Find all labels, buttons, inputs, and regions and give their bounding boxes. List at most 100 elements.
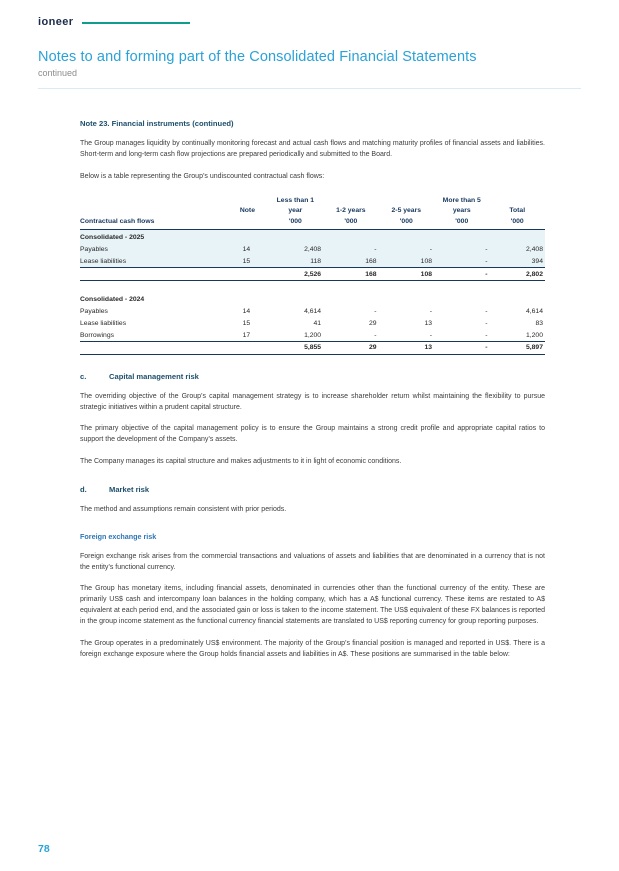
cell-value: - bbox=[374, 331, 377, 339]
total-value: 2,526 bbox=[267, 267, 324, 282]
table-header-row-3: Contractual cash flows '000 '000 '000 '0… bbox=[80, 216, 545, 230]
foreign-exchange-risk-heading: Foreign exchange risk bbox=[80, 531, 157, 541]
note-ref: 14 bbox=[227, 243, 268, 256]
fx-monetary-items-paragraph: The Group has monetary items, including … bbox=[80, 585, 545, 626]
note-ref: 14 bbox=[242, 308, 251, 315]
section-letter: d. bbox=[80, 484, 87, 494]
table-row: Lease liabilities 15 118 168 108 - 394 bbox=[80, 255, 545, 268]
total-value: 5,855 bbox=[267, 340, 324, 355]
note-ref: 15 bbox=[242, 319, 251, 327]
cell-value: 41 bbox=[313, 319, 322, 327]
section-c-heading: c. Capital management risk bbox=[80, 372, 545, 381]
cell-value: - bbox=[485, 319, 488, 327]
table-row: Lease liabilities 15 41 29 13 - 83 bbox=[80, 317, 545, 329]
total-value: 2,802 bbox=[489, 267, 545, 282]
group-label-row-2025: Consolidated - 2025 bbox=[80, 229, 545, 244]
table-row: Borrowings 17 1,200 - - - 1,200 bbox=[80, 329, 545, 341]
page-header: ioneer Notes to and forming part of the … bbox=[0, 0, 619, 89]
contractual-cash-flows-table: Less than 1 More than 5 Note year 1-2 ye… bbox=[80, 196, 545, 355]
col-header-years: years bbox=[452, 207, 471, 215]
section-d-heading: d. Market risk bbox=[80, 485, 545, 494]
row-label: Lease liabilities bbox=[80, 319, 127, 327]
capital-structure-paragraph: The Company manages its capital structur… bbox=[80, 458, 402, 466]
col-header-year: year bbox=[288, 207, 303, 215]
page-number: 78 bbox=[38, 843, 50, 855]
table-row: Payables 14 4,614 - - - 4,614 bbox=[80, 306, 545, 318]
table-header-row-1: Less than 1 More than 5 bbox=[80, 196, 545, 206]
col-header-less-than-1: Less than 1 bbox=[276, 196, 315, 204]
cell-value: 2,408 bbox=[267, 243, 324, 256]
note-ref: 17 bbox=[242, 331, 251, 339]
total-value: - bbox=[434, 340, 490, 355]
cell-value: 118 bbox=[267, 255, 324, 268]
ioneer-logo: ioneer bbox=[38, 16, 581, 28]
section-letter: c. bbox=[80, 371, 87, 381]
cell-value: 1,200 bbox=[525, 331, 543, 339]
col-header-more-than-5: More than 5 bbox=[442, 196, 481, 204]
col-header-contractual-cash-flows: Contractual cash flows bbox=[80, 216, 228, 230]
row-label: Payables bbox=[80, 243, 228, 256]
group-label-row-2024: Consolidated - 2024 bbox=[80, 292, 545, 306]
cell-value: - bbox=[485, 308, 488, 315]
note-23-heading: Note 23. Financial instruments (continue… bbox=[80, 119, 234, 128]
total-value: 108 bbox=[378, 267, 435, 282]
logo-wordmark: ioneer bbox=[38, 16, 74, 28]
total-value: - bbox=[434, 267, 490, 282]
group-label: Consolidated - 2025 bbox=[80, 229, 545, 244]
logo-line-decoration bbox=[82, 21, 191, 24]
cell-value: 13 bbox=[424, 319, 433, 327]
unit-label: '000 bbox=[489, 216, 545, 230]
cell-value: 4,614 bbox=[304, 308, 322, 315]
page-title: Notes to and forming part of the Consoli… bbox=[38, 49, 477, 65]
col-header-note: Note bbox=[239, 207, 255, 215]
cell-value: - bbox=[434, 255, 490, 268]
total-value: 5,897 bbox=[489, 340, 545, 355]
row-label: Lease liabilities bbox=[80, 255, 228, 268]
col-header-2-5-years: 2-5 years bbox=[391, 207, 422, 215]
total-row-2025: 2,526 168 108 - 2,802 bbox=[80, 267, 545, 282]
cell-value: - bbox=[434, 243, 490, 256]
table-intro-paragraph: Below is a table representing the Group’… bbox=[80, 172, 325, 180]
cell-value: 2,408 bbox=[489, 243, 545, 256]
cell-value: 394 bbox=[489, 255, 545, 268]
cell-value: - bbox=[378, 243, 435, 256]
row-label: Borrowings bbox=[80, 331, 114, 339]
row-label: Payables bbox=[80, 308, 108, 315]
cell-value: - bbox=[323, 243, 379, 256]
capital-policy-paragraph: The primary objective of the capital man… bbox=[80, 425, 545, 444]
fx-environment-paragraph: The Group operates in a predominately US… bbox=[80, 639, 545, 658]
total-value: 168 bbox=[323, 267, 379, 282]
section-title: Capital management risk bbox=[109, 371, 199, 381]
unit-label: '000 bbox=[267, 216, 324, 230]
fx-definition-paragraph: Foreign exchange risk arises from the co… bbox=[80, 552, 545, 571]
cell-value: - bbox=[374, 308, 377, 315]
page-content: Note 23. Financial instruments (continue… bbox=[80, 119, 545, 661]
liquidity-paragraph: The Group manages liquidity by continual… bbox=[80, 140, 545, 158]
total-value: 29 bbox=[323, 340, 379, 355]
note-ref: 15 bbox=[227, 255, 268, 268]
cell-value: - bbox=[429, 308, 433, 315]
group-label: Consolidated - 2024 bbox=[80, 296, 145, 304]
unit-label: '000 bbox=[323, 216, 379, 230]
cell-value: 108 bbox=[378, 255, 435, 268]
cell-value: 1,200 bbox=[304, 331, 322, 339]
capital-strategy-paragraph: The overriding objective of the Group’s … bbox=[80, 392, 545, 411]
cell-value: 29 bbox=[368, 319, 377, 327]
market-risk-paragraph: The method and assumptions remain consis… bbox=[80, 505, 287, 513]
cell-value: 168 bbox=[323, 255, 379, 268]
col-header-total: Total bbox=[509, 207, 526, 215]
cell-value: 4,614 bbox=[525, 308, 543, 315]
page-subtitle: continued bbox=[38, 68, 78, 78]
section-title: Market risk bbox=[109, 484, 150, 494]
table-row: Payables 14 2,408 - - - 2,408 bbox=[80, 243, 545, 256]
unit-label: '000 bbox=[378, 216, 435, 230]
cell-value: - bbox=[429, 331, 433, 339]
table-spacer bbox=[80, 281, 545, 292]
cell-value: - bbox=[485, 331, 488, 339]
col-header-1-2-years: 1-2 years bbox=[336, 207, 366, 215]
unit-label: '000 bbox=[434, 216, 490, 230]
cell-value: 83 bbox=[535, 319, 543, 327]
total-value: 13 bbox=[378, 340, 435, 355]
header-divider bbox=[38, 88, 581, 89]
